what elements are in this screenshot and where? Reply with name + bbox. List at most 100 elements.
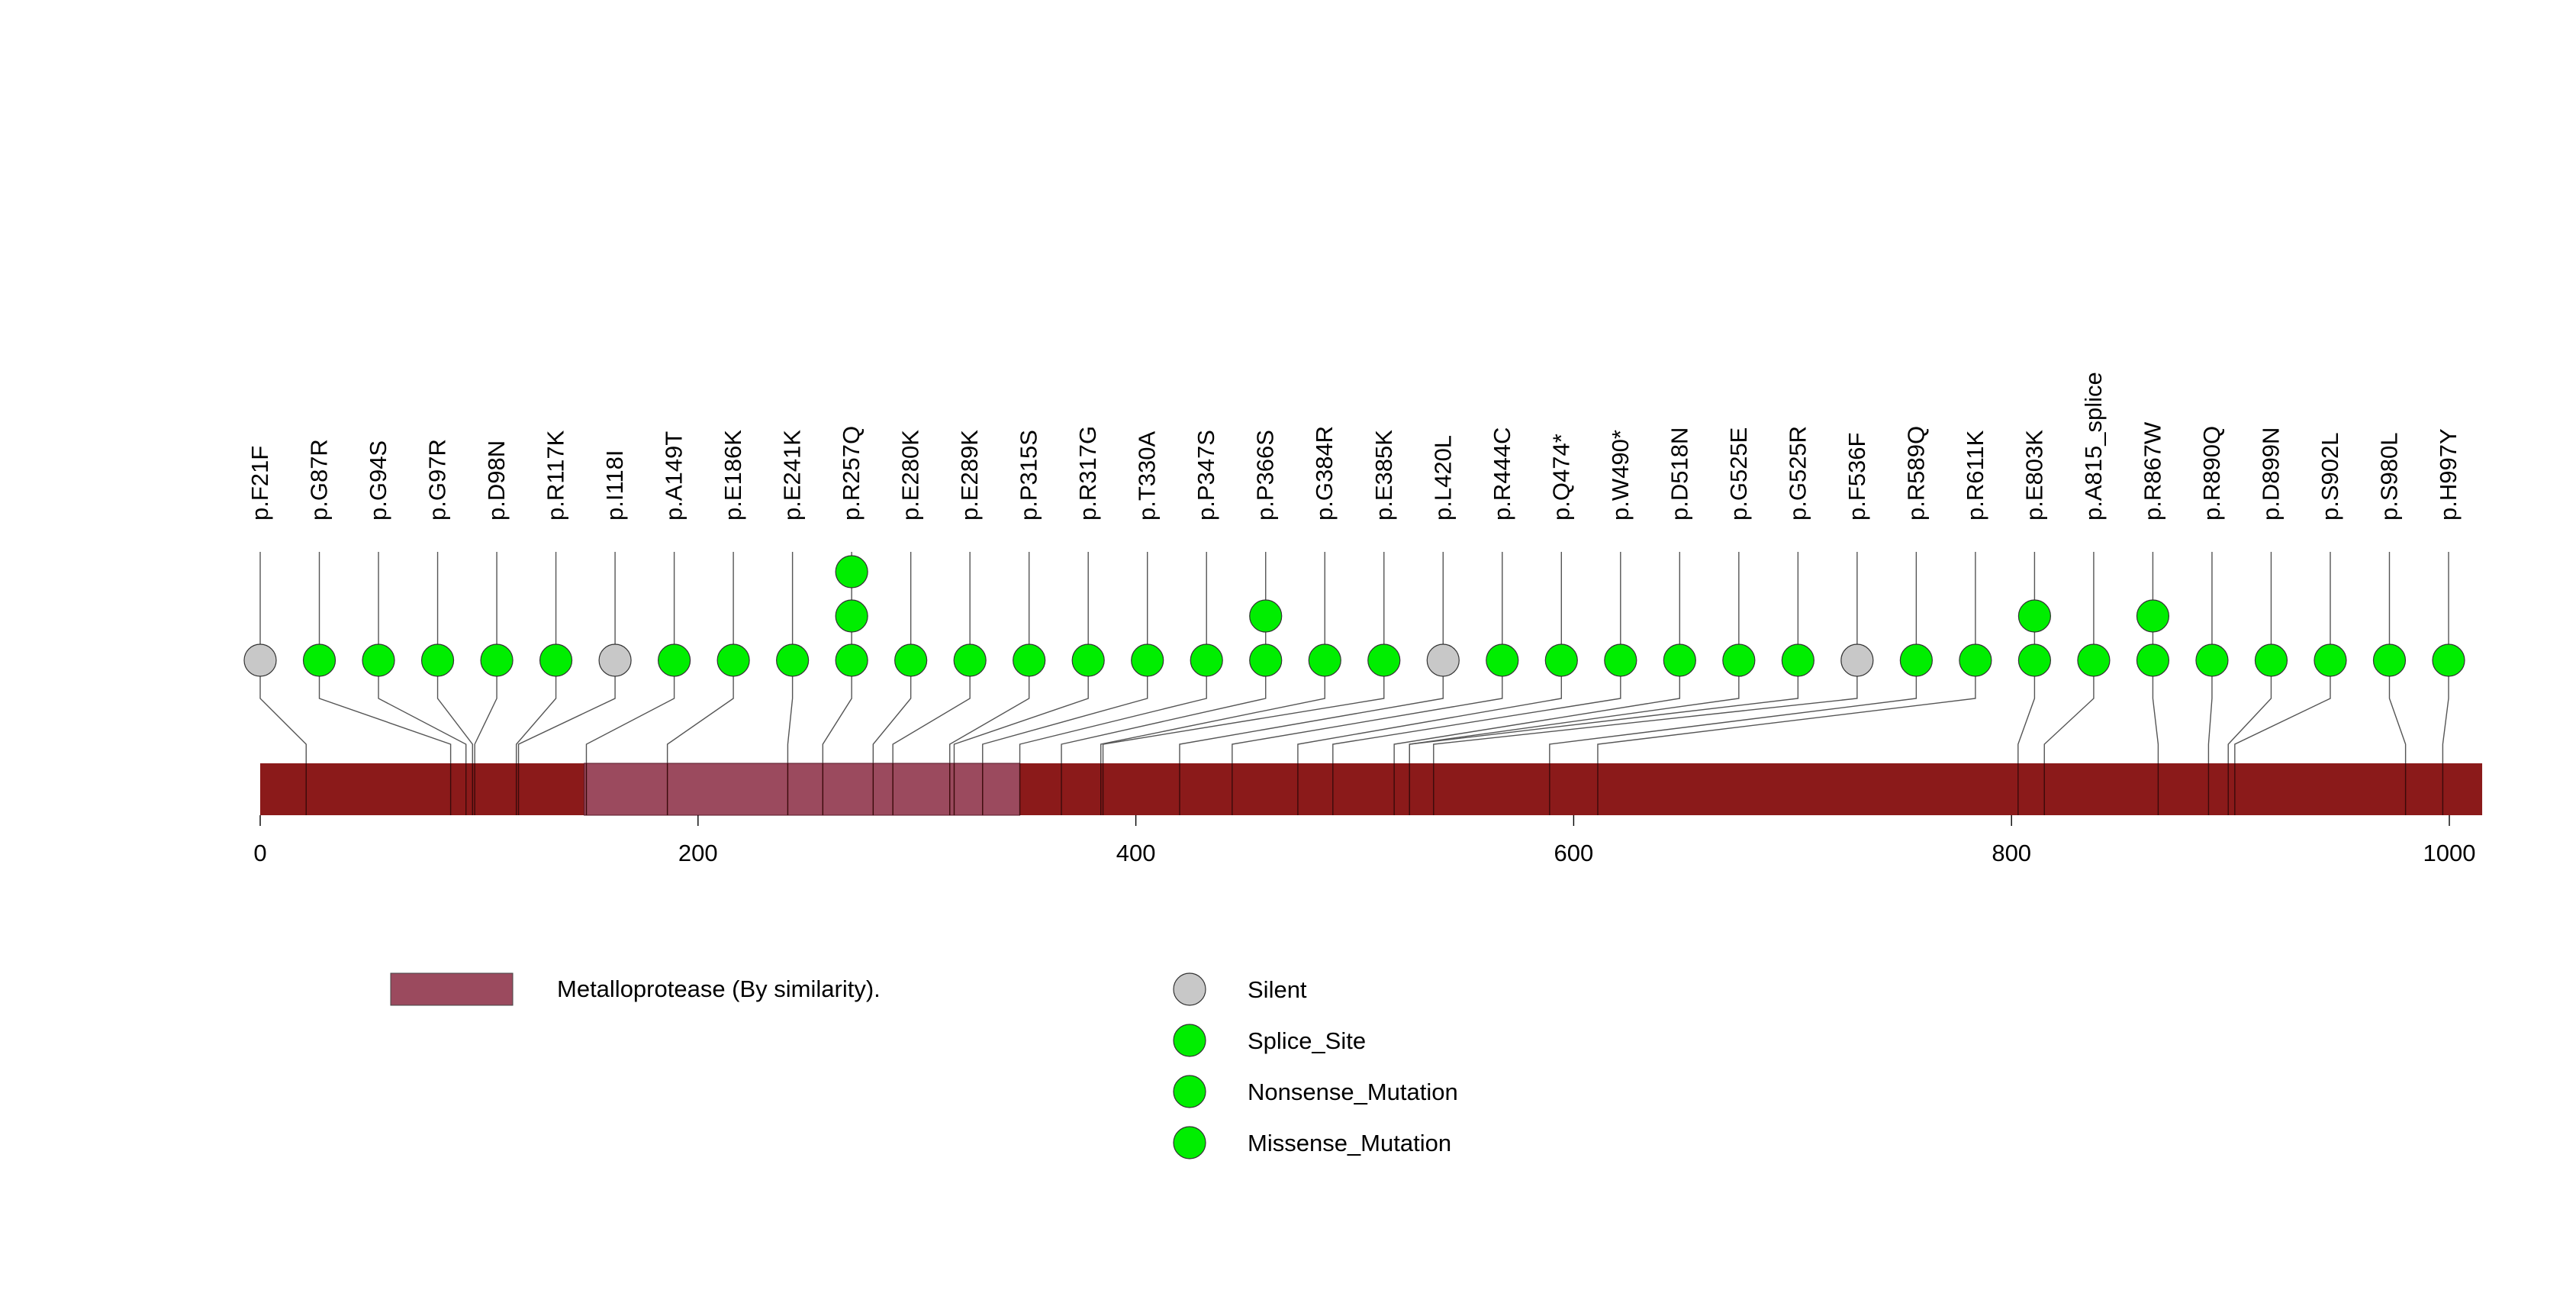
legend-marker xyxy=(1173,1075,1206,1108)
mutation-point xyxy=(598,643,632,677)
mutation-point xyxy=(2372,643,2407,677)
mutation-label: p.S980L xyxy=(2375,433,2402,521)
mutation-point xyxy=(1604,643,1637,677)
mutation-connector xyxy=(436,552,473,763)
mutation-label: p.T330A xyxy=(1134,431,1161,521)
mutation-label: p.D899N xyxy=(2257,427,2284,521)
mutation-point xyxy=(2017,599,2052,633)
mutation-label: p.F21F xyxy=(246,446,273,521)
mutation-connector xyxy=(1409,552,1799,763)
mutation-point xyxy=(1663,643,1696,677)
mutation-connector xyxy=(1433,552,1858,763)
mutation-label: p.G384R xyxy=(1311,426,1338,521)
mutation-connector xyxy=(259,552,307,763)
mutation-label: p.R890Q xyxy=(2198,426,2225,521)
x-tick-label: 400 xyxy=(1116,840,1156,866)
mutation-label: p.P347S xyxy=(1193,430,1219,521)
mutation-connector xyxy=(1393,552,1681,763)
mutation-connector xyxy=(2043,552,2095,763)
mutation-point xyxy=(1840,643,1874,677)
mutation-label: p.R117K xyxy=(543,430,569,521)
mutation-point xyxy=(420,643,455,677)
mutation-label: p.P315S xyxy=(1016,430,1042,521)
mutation-connector xyxy=(2442,552,2449,763)
legend: Metalloprotease (By similarity). SilentS… xyxy=(390,972,1458,1159)
domain-region xyxy=(584,763,1021,816)
mutation-label: p.E803K xyxy=(2021,430,2047,521)
legend-marker xyxy=(1173,1126,1206,1159)
mutation-connector xyxy=(517,552,616,763)
legend-label: Silent xyxy=(1248,976,1307,1003)
mutation-connector xyxy=(2207,552,2213,763)
mutation-connector xyxy=(982,552,1148,763)
mutation-point xyxy=(480,643,514,677)
mutation-point xyxy=(1071,643,1105,677)
mutation-label: p.D518N xyxy=(1666,427,1692,521)
mutation-connector xyxy=(2388,552,2407,763)
mutation-label: p.R589Q xyxy=(1902,426,1929,521)
legend-label: Splice_Site xyxy=(1248,1027,1366,1054)
protein-backbone-layer xyxy=(260,763,2483,816)
legend-mutation-types: Silent Splice_Site Nonsense_Mutation Missen… xyxy=(1173,972,1458,1159)
mutation-point xyxy=(1367,643,1401,677)
mutation-label: p.P366S xyxy=(1252,430,1279,521)
mutation-point xyxy=(302,643,336,677)
mutation-point xyxy=(2077,643,2111,677)
mutation-connector xyxy=(474,552,497,763)
mutation-label: p.G97R xyxy=(424,439,451,521)
mutation-point xyxy=(835,555,868,589)
x-tick-label: 1000 xyxy=(2423,840,2476,866)
mutation-point xyxy=(1190,643,1223,677)
mutation-point xyxy=(539,643,573,677)
legend-marker xyxy=(1173,972,1206,1006)
mutation-connector xyxy=(1179,552,1444,763)
mutation-label: p.R867W xyxy=(2139,421,2165,521)
mutation-point xyxy=(657,643,691,677)
mutation-point xyxy=(1781,643,1814,677)
x-tick-label: 0 xyxy=(253,840,266,866)
mutation-connector xyxy=(953,552,1089,763)
mutation-connector xyxy=(666,552,734,763)
mutation-label: p.G94S xyxy=(365,440,391,521)
mutation-connector xyxy=(318,552,452,763)
mutation-point xyxy=(1013,643,1046,677)
mutation-point xyxy=(953,643,987,677)
mutation-label: p.Q474* xyxy=(1547,434,1574,521)
mutation-connector xyxy=(585,552,675,763)
x-axis: 0 200 400 600 800 1000 xyxy=(253,815,2475,866)
mutation-point xyxy=(835,599,868,633)
mutation-connector xyxy=(1232,552,1503,763)
mutation-point xyxy=(2195,643,2229,677)
legend-label: Nonsense_Mutation xyxy=(1248,1079,1458,1105)
mutation-label: p.W490* xyxy=(1607,430,1634,521)
legend-domain-label: Metalloprotease (By similarity). xyxy=(557,976,881,1002)
mutation-point xyxy=(1308,643,1341,677)
mutation-point xyxy=(2136,599,2170,633)
mutation-point xyxy=(1486,643,1519,677)
mutation-point xyxy=(1899,643,1933,677)
mutation-point xyxy=(1544,643,1578,677)
mutation-label: p.L420L xyxy=(1429,435,1456,521)
mutation-point xyxy=(1722,643,1756,677)
mutation-connector xyxy=(872,552,912,763)
mutation-point xyxy=(1131,643,1164,677)
mutation-point xyxy=(2314,643,2347,677)
x-tick-label: 800 xyxy=(1992,840,2031,866)
mutation-connector xyxy=(1597,552,1976,763)
mutation-connector xyxy=(2227,552,2272,763)
mutation-connector xyxy=(1297,552,1562,763)
mutation-point xyxy=(2254,643,2288,677)
legend-domain-swatch xyxy=(390,972,514,1006)
mutation-connector xyxy=(515,552,557,763)
mutation-point xyxy=(1249,599,1283,633)
mutation-point xyxy=(894,643,928,677)
mutation-label: p.D98N xyxy=(483,440,510,521)
mutation-connector xyxy=(378,552,467,763)
mutation-connector xyxy=(2234,552,2331,763)
legend-label: Missense_Mutation xyxy=(1248,1130,1451,1156)
mutation-point xyxy=(362,643,395,677)
mutation-label: p.R611K xyxy=(1962,430,1988,521)
mutation-point xyxy=(2432,643,2465,677)
mutation-connector xyxy=(1332,552,1621,763)
